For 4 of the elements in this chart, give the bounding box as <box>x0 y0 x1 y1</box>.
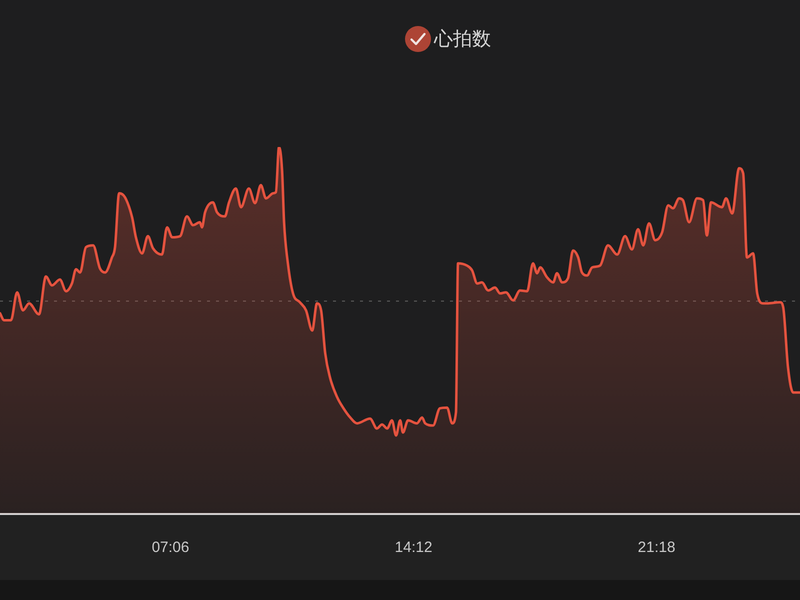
x-tick-label: 21:18 <box>638 539 676 556</box>
x-tick-label: 07:06 <box>152 539 190 556</box>
x-tick-label: 14:12 <box>394 539 432 556</box>
legend-label: 心拍数 <box>434 27 491 52</box>
